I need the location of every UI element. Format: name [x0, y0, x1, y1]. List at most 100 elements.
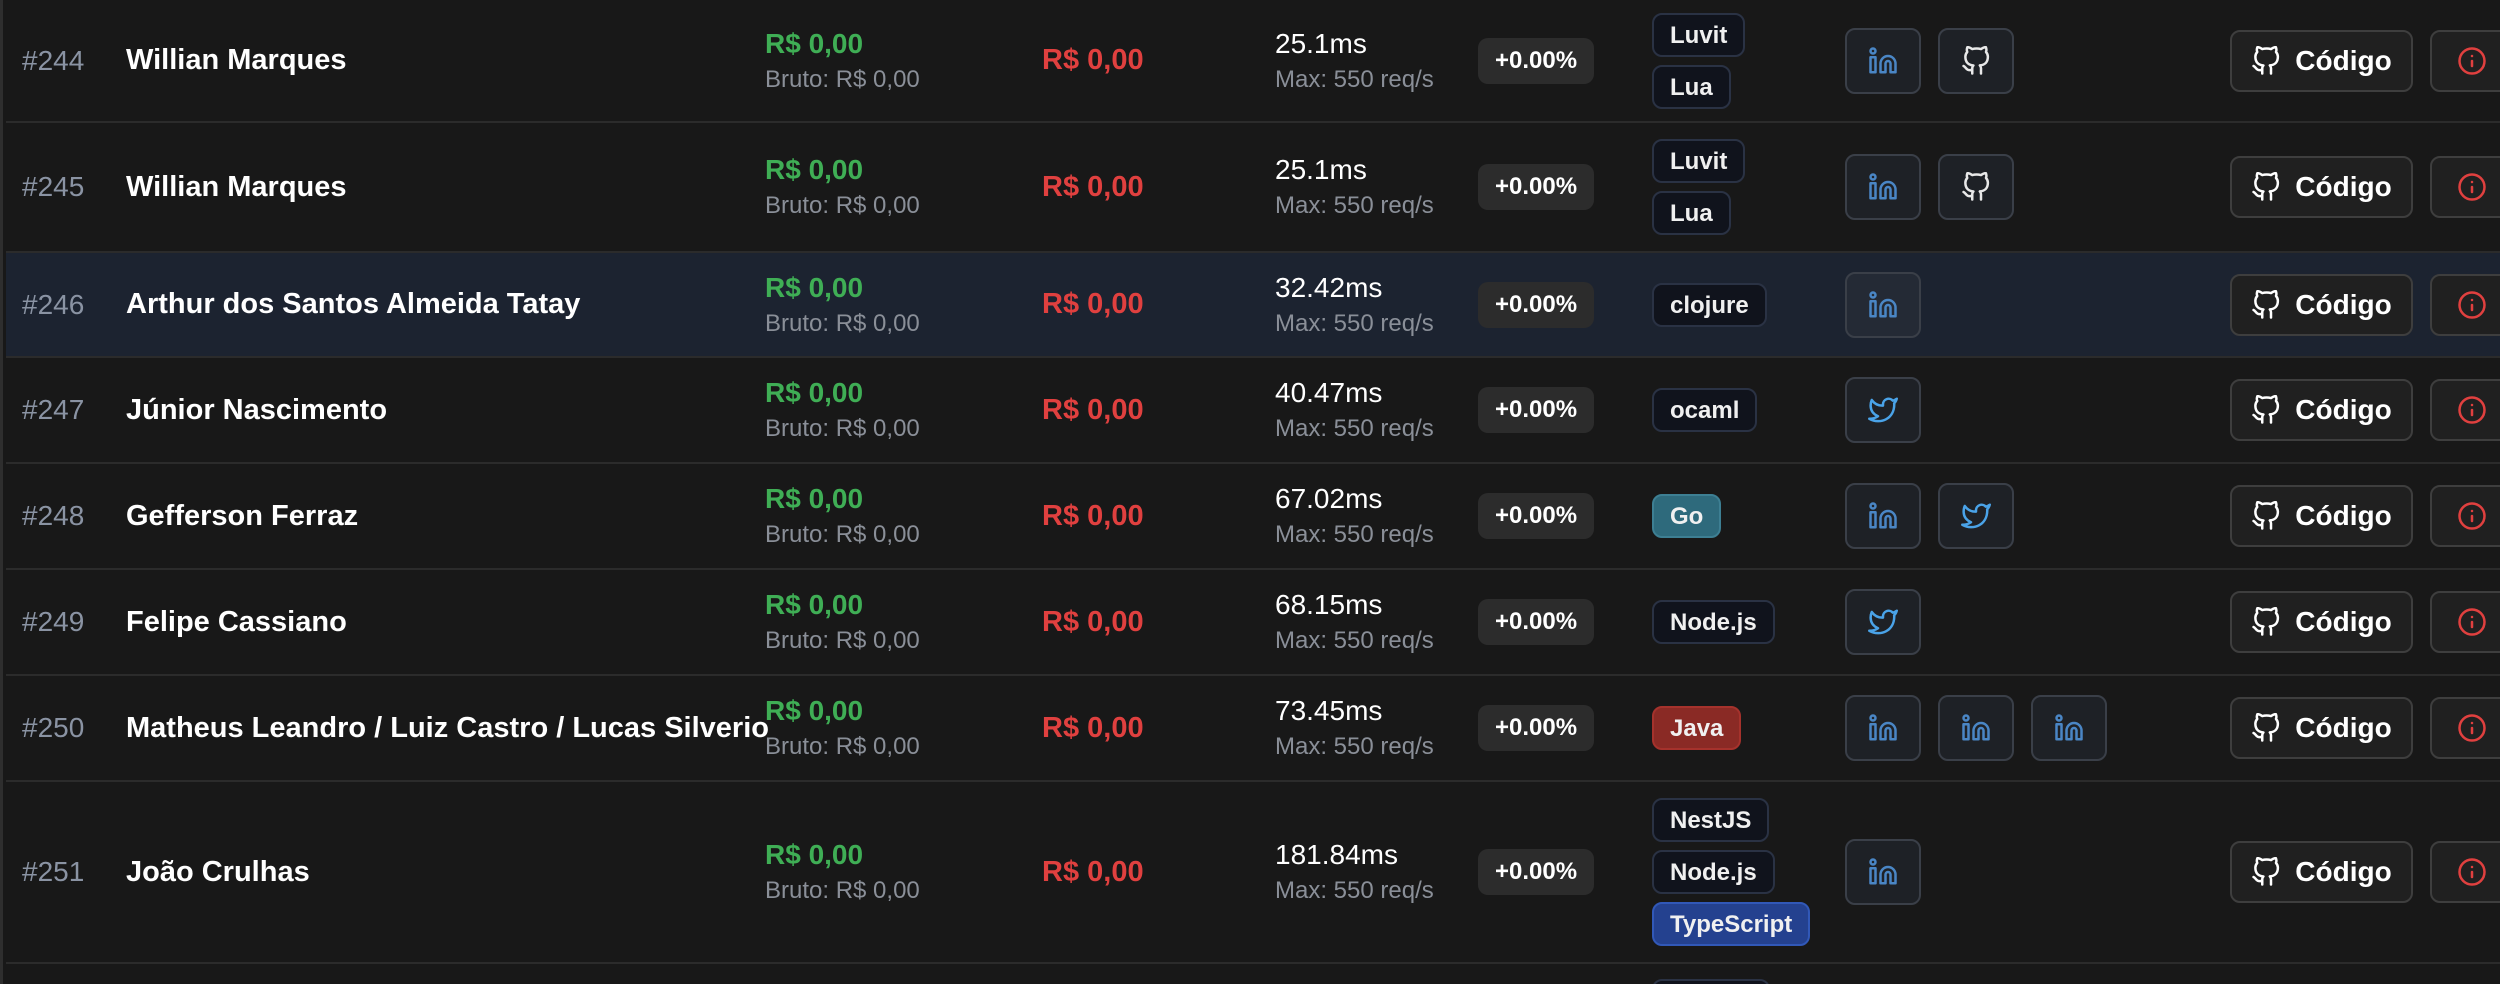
github-icon	[2251, 607, 2281, 637]
latency-value: 25.1ms	[1275, 154, 1367, 185]
github-link-button[interactable]	[1938, 154, 2014, 220]
participant-name: Matheus Leandro / Luiz Castro / Lucas Si…	[126, 711, 769, 744]
info-button[interactable]	[2430, 156, 2500, 218]
twitter-icon	[1961, 501, 1991, 531]
prize: R$ 0,00 Bruto: R$ 0,00	[765, 676, 920, 780]
linkedin-icon	[1961, 713, 1991, 743]
cost-value: R$ 0,00	[1042, 711, 1144, 744]
linkedin-link-button[interactable]	[1845, 27, 1921, 94]
code-button-label: Código	[2295, 712, 2392, 743]
info-button[interactable]	[2430, 841, 2500, 903]
github-link-button[interactable]	[1938, 27, 2014, 94]
info-cell	[2430, 0, 2500, 121]
max-throughput: Max: 550 req/s	[1275, 877, 1434, 904]
table-row[interactable]: #248 Gefferson Ferraz R$ 0,00 Bruto: R$ …	[6, 464, 2500, 570]
info-cell	[2430, 570, 2500, 674]
participant-name: Arthur dos Santos Almeida Tatay	[126, 288, 581, 320]
info-button[interactable]	[2430, 591, 2500, 653]
code-cell: Código	[2230, 676, 2413, 780]
social-links	[1845, 253, 1921, 356]
linkedin-link-button[interactable]	[1845, 271, 1921, 338]
code-button[interactable]: Código	[2230, 379, 2413, 441]
net-prize: R$ 0,00	[765, 271, 864, 303]
info-icon	[2457, 172, 2487, 202]
info-icon	[2457, 290, 2487, 320]
delta: +0.00%	[1478, 0, 1595, 121]
gross-prize: Bruto: R$ 0,00	[765, 309, 920, 337]
tech-tag: Java	[1652, 706, 1742, 750]
info-cell	[2430, 123, 2500, 251]
table-row[interactable]: #251 João Crulhas R$ 0,00 Bruto: R$ 0,00…	[6, 782, 2500, 964]
latency: 68.15ms Max: 550 req/s	[1275, 570, 1434, 674]
latency-value: 73.45ms	[1275, 695, 1383, 726]
linkedin-link-button[interactable]	[1845, 695, 1921, 761]
linkedin-link-button[interactable]	[2031, 695, 2107, 761]
gross-prize: Bruto: R$ 0,00	[765, 733, 920, 760]
tech-tag: ocaml	[1652, 388, 1758, 432]
linkedin-link-button[interactable]	[1845, 483, 1921, 549]
net-prize: R$ 0,00	[765, 154, 864, 185]
tech-tag: Luvit	[1652, 12, 1746, 57]
cost-value: R$ 0,00	[1042, 44, 1144, 76]
twitter-icon	[1868, 395, 1898, 425]
tech-tag: clojure	[1652, 282, 1767, 327]
max-throughput: Max: 550 req/s	[1275, 192, 1434, 219]
linkedin-icon	[1868, 501, 1898, 531]
info-button[interactable]	[2430, 485, 2500, 547]
latency-value: 32.42ms	[1275, 271, 1383, 303]
info-button[interactable]	[2430, 29, 2500, 92]
code-button[interactable]: Código	[2230, 29, 2413, 92]
latency: 73.45ms Max: 550 req/s	[1275, 676, 1434, 780]
cost-value: R$ 0,00	[1042, 170, 1144, 203]
tech-list: Go	[1652, 464, 1722, 568]
social-links	[1845, 358, 1921, 462]
table-row[interactable]: #247 Júnior Nascimento R$ 0,00 Bruto: R$…	[6, 358, 2500, 464]
cost-value: R$ 0,00	[1042, 288, 1144, 320]
info-icon	[2457, 46, 2487, 76]
code-button[interactable]: Código	[2230, 697, 2413, 759]
delta-badge: +0.00%	[1478, 37, 1595, 84]
table-row[interactable]: #250 Matheus Leandro / Luiz Castro / Luc…	[6, 676, 2500, 782]
gross-prize: Bruto: R$ 0,00	[765, 192, 920, 219]
latency: 67.02ms Max: 550 req/s	[1275, 464, 1434, 568]
gross-prize: Bruto: R$ 0,00	[765, 627, 920, 654]
twitter-link-button[interactable]	[1938, 483, 2014, 549]
delta: +0.00%	[1478, 570, 1595, 674]
table-row[interactable]: #245 Willian Marques R$ 0,00 Bruto: R$ 0…	[6, 123, 2500, 253]
delta: +0.00%	[1478, 123, 1595, 251]
twitter-link-button[interactable]	[1845, 589, 1921, 655]
delta-badge: +0.00%	[1478, 493, 1595, 539]
cost-value: R$ 0,00	[1042, 855, 1144, 888]
twitter-link-button[interactable]	[1845, 377, 1921, 443]
code-cell: Código	[2230, 253, 2413, 356]
table-row[interactable]: #246 Arthur dos Santos Almeida Tatay R$ …	[6, 253, 2500, 358]
linkedin-icon	[2054, 713, 2084, 743]
code-button[interactable]: Código	[2230, 273, 2413, 336]
linkedin-link-button[interactable]	[1938, 695, 2014, 761]
net-prize: R$ 0,00	[765, 27, 864, 59]
info-button[interactable]	[2430, 379, 2500, 441]
tech-list: Node.js	[1652, 570, 1775, 674]
linkedin-icon	[1868, 713, 1898, 743]
table-row[interactable]: #249 Felipe Cassiano R$ 0,00 Bruto: R$ 0…	[6, 570, 2500, 676]
net-prize: R$ 0,00	[765, 695, 864, 726]
code-button-label: Código	[2295, 606, 2392, 637]
delta-badge: +0.00%	[1478, 387, 1595, 433]
rank: #248	[22, 500, 85, 531]
delta-badge: +0.00%	[1478, 599, 1595, 645]
code-button[interactable]: Código	[2230, 156, 2413, 218]
code-button[interactable]: Código	[2230, 841, 2413, 903]
tech-tag: Node.js	[1652, 600, 1775, 644]
linkedin-link-button[interactable]	[1845, 839, 1921, 905]
info-icon	[2457, 857, 2487, 887]
table-row[interactable]: #244 Willian Marques R$ 0,00 Bruto: R$ 0…	[6, 0, 2500, 123]
info-button[interactable]	[2430, 273, 2500, 336]
latency-value: 181.84ms	[1275, 839, 1398, 870]
info-button[interactable]	[2430, 697, 2500, 759]
tech-list: NestJS Node.js TypeScript	[1652, 782, 1811, 962]
code-button[interactable]: Código	[2230, 485, 2413, 547]
max-throughput: Max: 550 req/s	[1275, 627, 1434, 654]
code-button[interactable]: Código	[2230, 591, 2413, 653]
linkedin-link-button[interactable]	[1845, 154, 1921, 220]
code-button-label: Código	[2295, 500, 2392, 531]
